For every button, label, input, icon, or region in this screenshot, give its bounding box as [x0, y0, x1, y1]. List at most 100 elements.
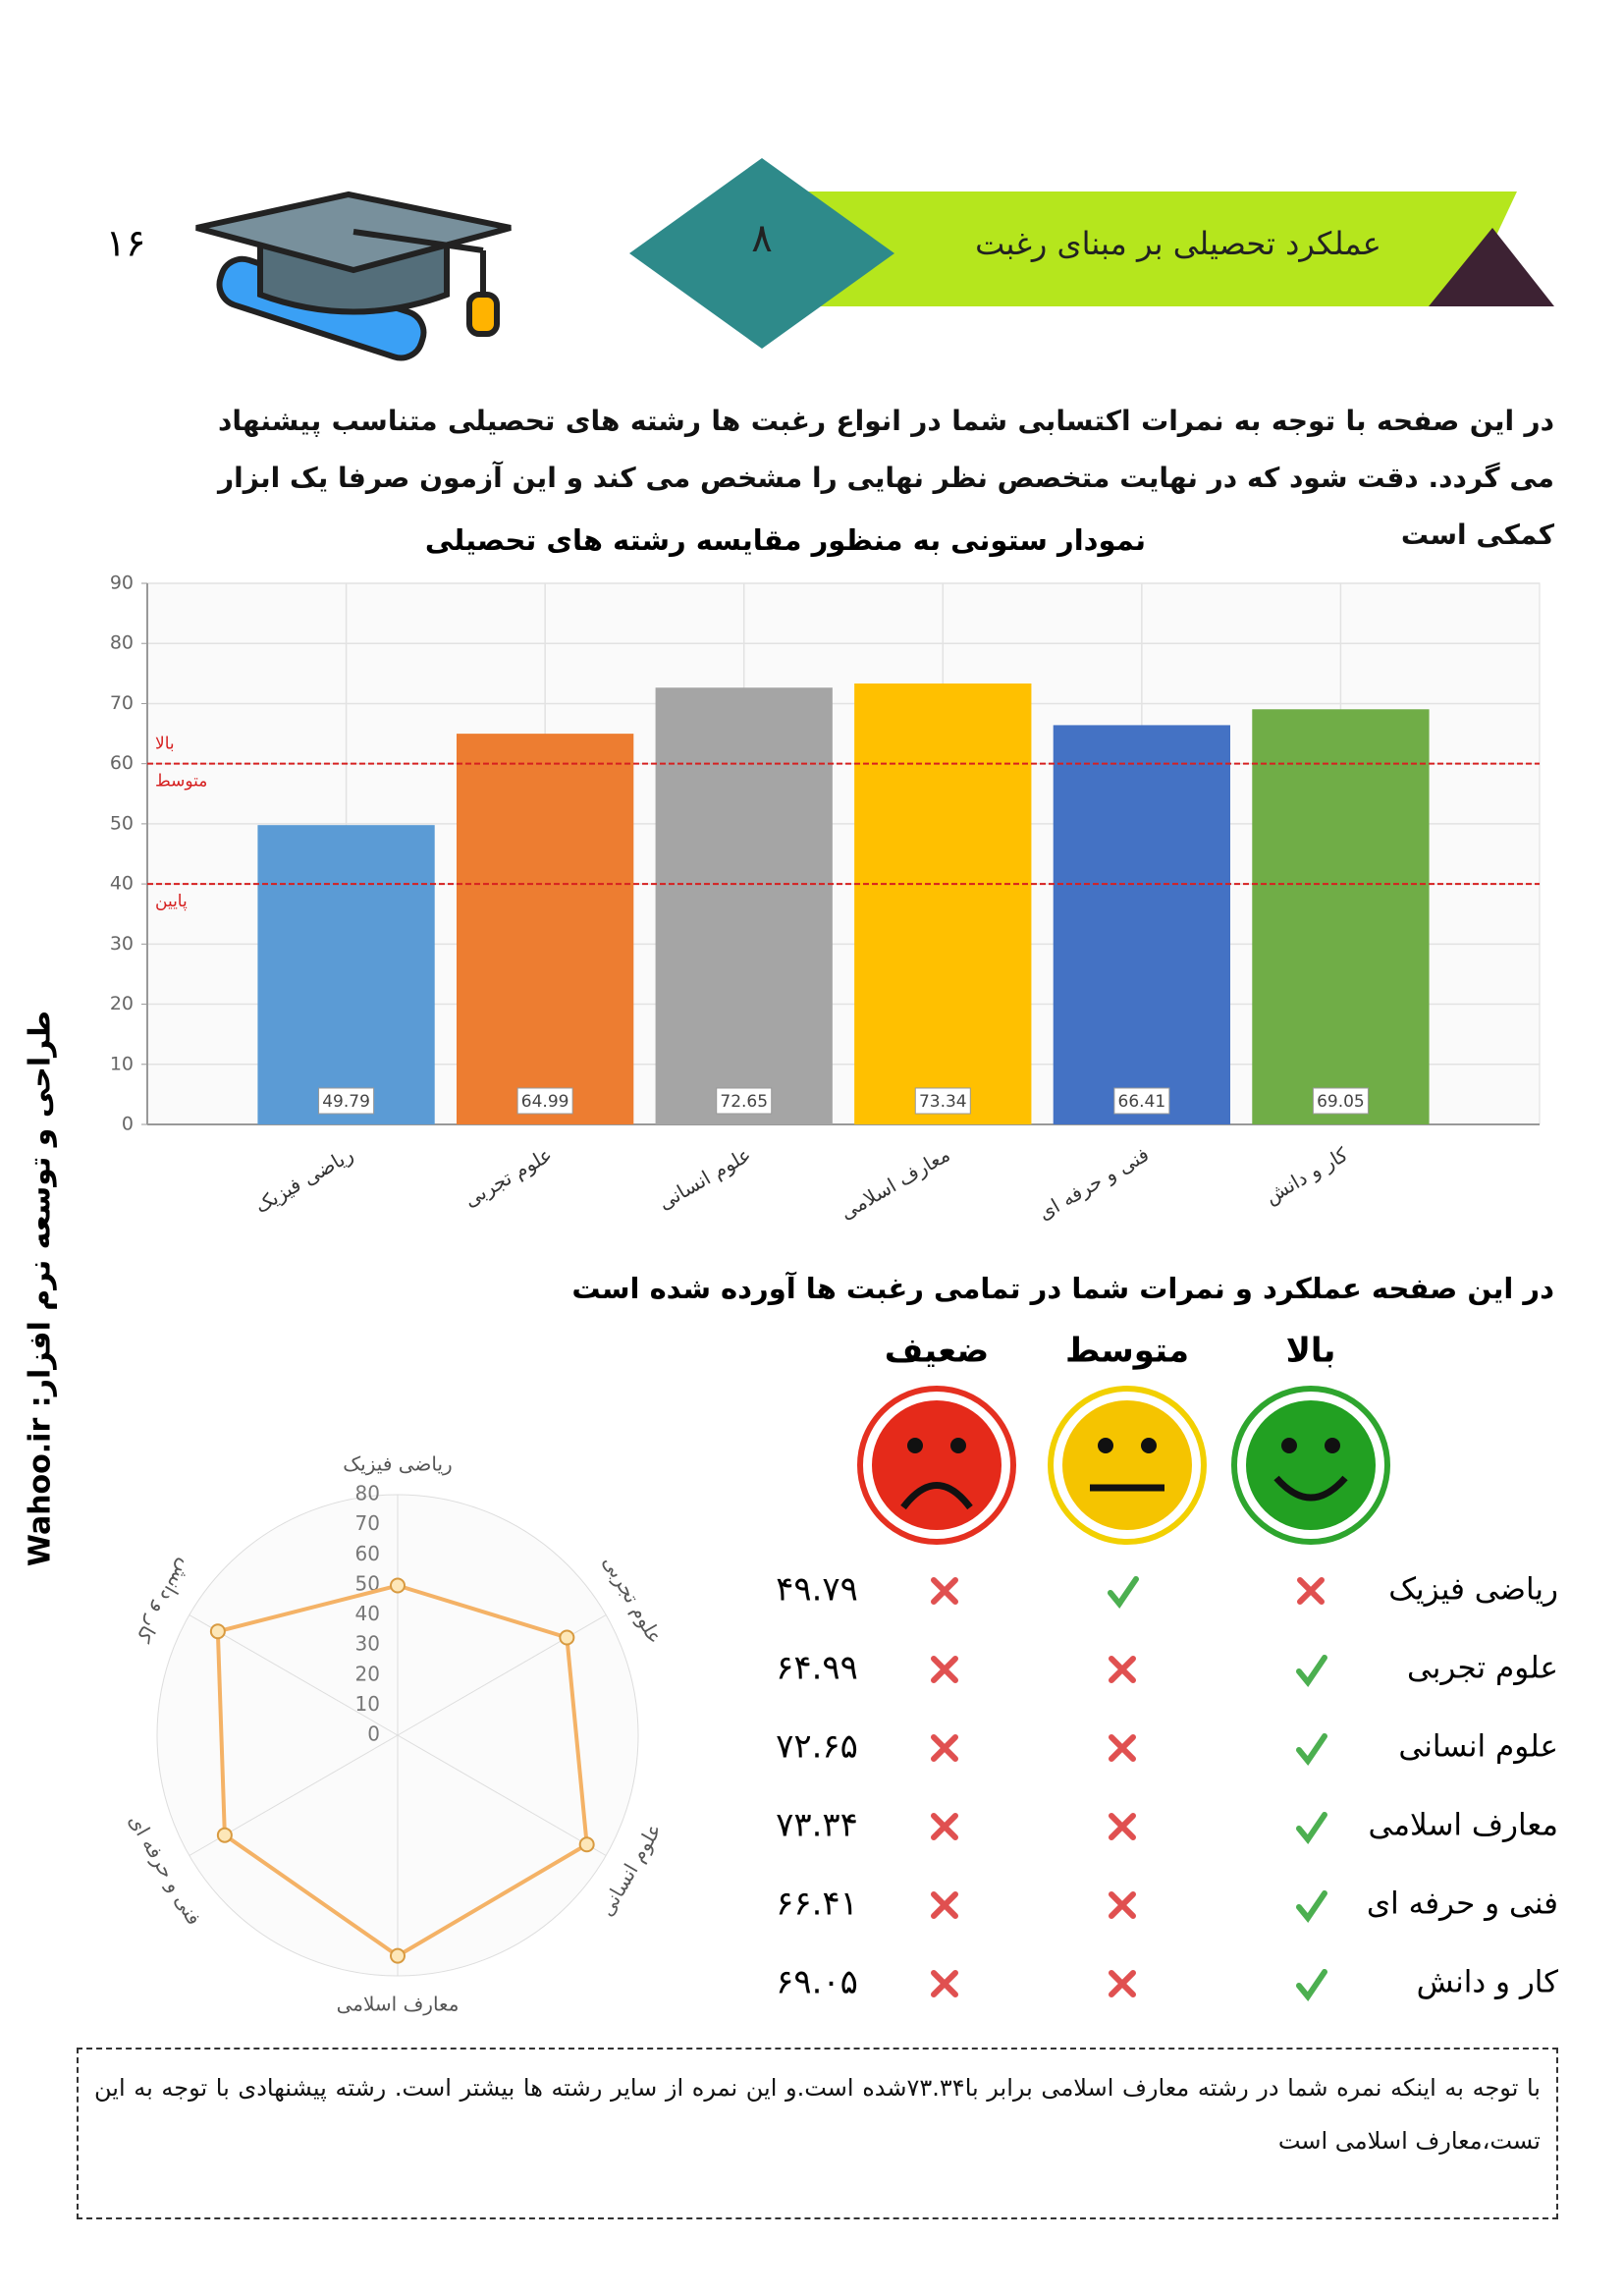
x-tick-label: کار و دانش	[1261, 1142, 1352, 1209]
x-tick-label: علوم تجربی	[460, 1142, 556, 1211]
cross-mark	[931, 1813, 958, 1840]
header-banner	[805, 191, 1517, 306]
cross-mark	[931, 1734, 958, 1762]
bar-chart-title: نمودار ستونی به منظور مقایسه رشته های تح…	[425, 523, 1146, 557]
y-tick-label: 20	[110, 993, 134, 1014]
graduation-cap	[195, 191, 512, 361]
score-table: بالا متوسط ضعیف ریاضی فیزیک ۴۹.۷۹ علوم تجربی ۶…	[776, 1332, 1558, 2002]
section-number: ۸	[751, 216, 772, 261]
check-mark	[1296, 1890, 1327, 1924]
radial-tick-label: 30	[355, 1632, 380, 1656]
cross-mark	[1109, 1891, 1136, 1919]
cross-mark	[1109, 1734, 1136, 1762]
value-label: 73.34	[919, 1092, 967, 1112]
cross-mark	[1297, 1577, 1325, 1605]
value-label: 66.41	[1118, 1092, 1166, 1112]
note-box: با توجه به اینکه نمره شما در رشته معارف …	[77, 2048, 1558, 2219]
row-score: ۷۲.۶۵	[776, 1727, 858, 1767]
row-label: فنی و حرفه ای	[1367, 1886, 1558, 1922]
x-tick-label: معارف اسلامی	[836, 1142, 953, 1224]
intro-text: در این صفحه با توجه به نمرات اکتسابی شما…	[218, 405, 1554, 551]
row-label: ریاضی فیزیک	[1388, 1572, 1558, 1608]
radar-point	[578, 1836, 595, 1853]
radial-tick-label: 60	[355, 1542, 380, 1565]
row-score: ۷۳.۳۴	[776, 1806, 858, 1845]
value-label-box	[1312, 1087, 1369, 1115]
axis-label: ریاضی فیزیک	[343, 1452, 452, 1476]
row-label: معارف اسلامی	[1369, 1808, 1559, 1843]
reference-label: پایین	[155, 892, 188, 911]
row-score: ۴۹.۷۹	[776, 1570, 858, 1610]
faces	[857, 1386, 1390, 1545]
spoke	[397, 1734, 607, 1856]
header-diamond	[629, 158, 894, 349]
radial-tick-label: 40	[355, 1602, 380, 1625]
cross-mark	[1109, 1656, 1136, 1683]
x-tick-label: ریاضی فیزیک	[250, 1142, 357, 1218]
cross-mark	[1109, 1813, 1136, 1840]
cross-mark	[931, 1970, 958, 1997]
radar-point	[559, 1629, 575, 1646]
row-label: علوم انسانی	[1398, 1729, 1558, 1765]
bar	[257, 825, 435, 1124]
radial-tick-label: 70	[355, 1511, 380, 1535]
side-credit: طراحی و توسعه نرم افزار: Wahoo.ir	[24, 1011, 58, 1566]
value-label-box	[516, 1087, 573, 1115]
bar	[1053, 725, 1231, 1124]
bar	[655, 687, 833, 1124]
y-tick-label: 70	[110, 692, 134, 714]
row-score: ۶۴.۹۹	[776, 1649, 858, 1688]
reference-label: متوسط	[155, 772, 207, 792]
radar-point	[390, 1577, 406, 1594]
radar-point	[209, 1623, 226, 1640]
check-mark	[1296, 1655, 1327, 1688]
y-tick-label: 30	[110, 933, 134, 955]
radial-tick-label: 80	[355, 1482, 380, 1505]
y-tick-label: 50	[110, 812, 134, 834]
check-mark	[1108, 1576, 1139, 1610]
table-title: در این صفحه عملکرد و نمرات شما در تمامی …	[571, 1271, 1554, 1305]
column-header: ضعیف	[885, 1332, 989, 1371]
cross-mark	[931, 1577, 958, 1605]
cross-mark	[931, 1891, 958, 1919]
row-score: ۶۶.۴۱	[776, 1885, 858, 1924]
y-tick-label: 90	[110, 573, 134, 594]
value-label-box	[914, 1087, 971, 1115]
row-label: علوم تجربی	[1407, 1651, 1558, 1686]
header-corner	[1429, 228, 1554, 306]
bar	[456, 734, 634, 1124]
radar-point	[216, 1827, 233, 1843]
bar	[1252, 709, 1430, 1124]
value-label: 69.05	[1317, 1092, 1365, 1112]
y-tick-label: 80	[110, 632, 134, 654]
cross-mark	[1109, 1970, 1136, 1997]
y-tick-label: 0	[122, 1114, 134, 1135]
row-score: ۶۹.۰۵	[776, 1963, 858, 2002]
radial-tick-label: 0	[367, 1722, 380, 1746]
value-label-box	[716, 1087, 773, 1115]
bar-chart: 0 10 20 30 40 50 60 70 80 90 49.79 ریاضی فیزیک 64.99…	[110, 573, 1541, 1225]
row-label: کار و دانش	[1417, 1965, 1559, 2000]
reference-label: بالا	[155, 735, 175, 754]
value-label-box	[1113, 1087, 1170, 1115]
value-label: 72.65	[720, 1092, 768, 1112]
y-tick-label: 10	[110, 1053, 134, 1074]
section-title: عملکرد تحصیلی بر مبنای رغبت	[975, 225, 1381, 262]
axis-label: معارف اسلامی	[337, 1993, 460, 2016]
page-number: ۱۶	[106, 222, 146, 265]
y-tick-label: 60	[110, 752, 134, 774]
column-header: متوسط	[1065, 1332, 1189, 1371]
bar	[854, 683, 1032, 1124]
x-tick-label: فنی و حرفه ای	[1034, 1142, 1153, 1225]
check-mark	[1296, 1733, 1327, 1767]
radar-point	[390, 1947, 406, 1964]
value-label: 49.79	[322, 1092, 370, 1112]
radial-tick-label: 20	[355, 1662, 380, 1685]
check-mark	[1296, 1969, 1327, 2002]
column-header: بالا	[1286, 1332, 1336, 1371]
value-label: 64.99	[521, 1092, 569, 1112]
cross-mark	[931, 1656, 958, 1683]
